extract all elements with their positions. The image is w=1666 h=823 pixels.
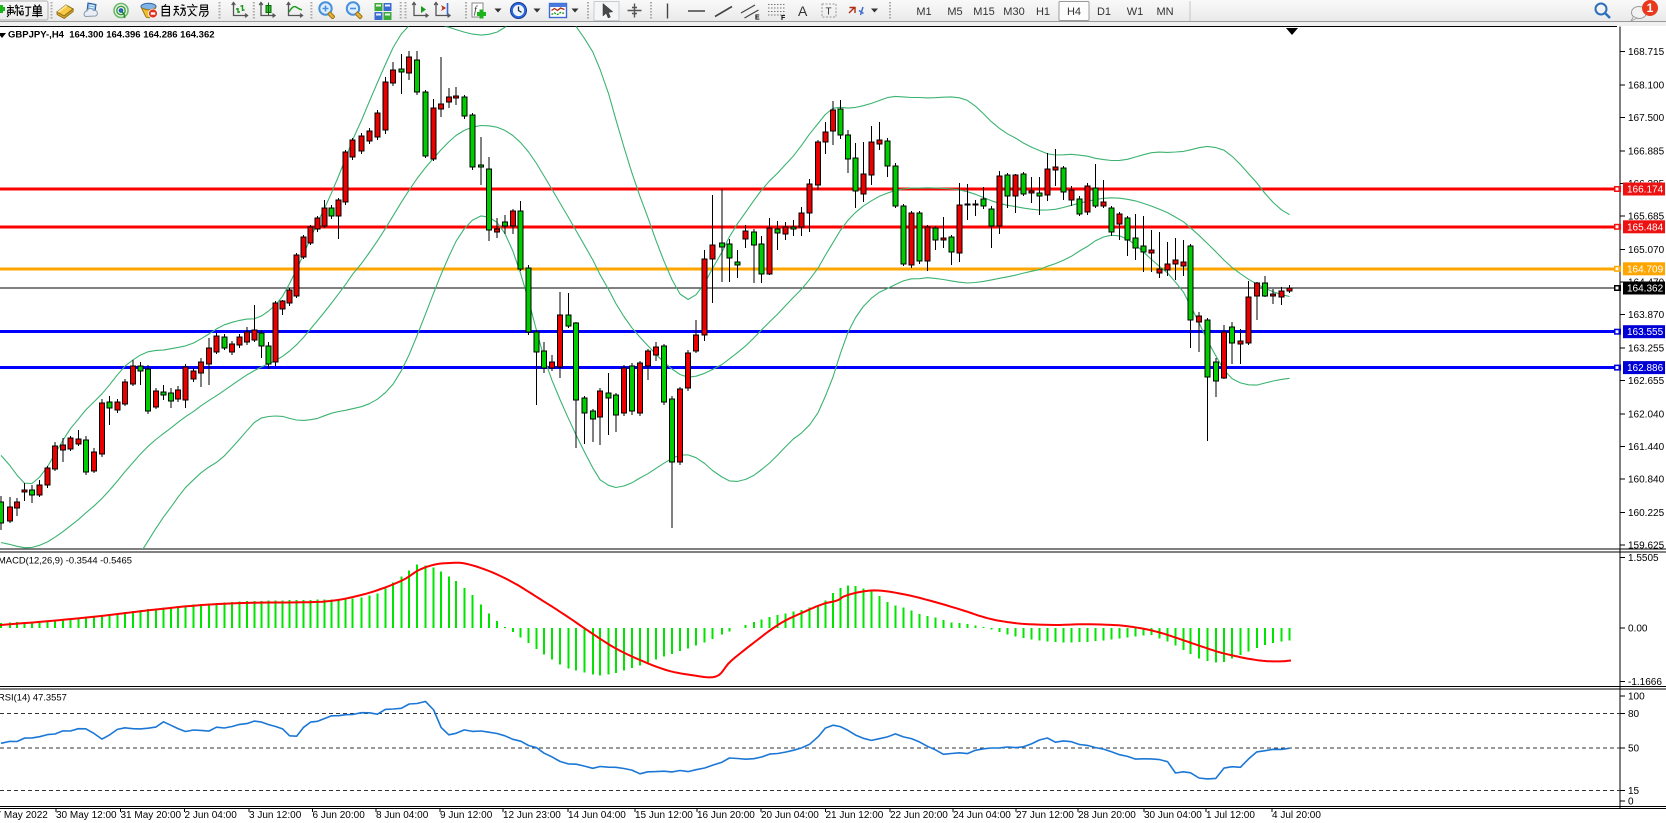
svg-text:A: A xyxy=(798,3,808,19)
svg-text:6 Jun 20:00: 6 Jun 20:00 xyxy=(313,810,366,821)
svg-text:30 May 12:00: 30 May 12:00 xyxy=(56,810,117,821)
svg-text:M15: M15 xyxy=(973,6,994,18)
svg-text:T: T xyxy=(826,7,832,18)
svg-text:160.225: 160.225 xyxy=(1628,508,1665,519)
svg-text:100: 100 xyxy=(1628,692,1645,703)
svg-text:15: 15 xyxy=(1628,786,1640,797)
svg-text:168.715: 168.715 xyxy=(1628,47,1665,58)
svg-text:165.070: 165.070 xyxy=(1628,245,1665,256)
svg-text:1 Jul 12:00: 1 Jul 12:00 xyxy=(1206,810,1255,821)
svg-text:162.886: 162.886 xyxy=(1627,363,1664,374)
svg-text:80: 80 xyxy=(1628,709,1640,720)
svg-text:f: f xyxy=(474,5,478,16)
svg-text:12 Jun 23:00: 12 Jun 23:00 xyxy=(503,810,561,821)
svg-text:20 Jun 04:00: 20 Jun 04:00 xyxy=(761,810,819,821)
svg-text:162.040: 162.040 xyxy=(1628,409,1665,420)
svg-text:21 Jun 12:00: 21 Jun 12:00 xyxy=(826,810,884,821)
svg-text:1: 1 xyxy=(1647,1,1654,15)
svg-text:15 Jun 12:00: 15 Jun 12:00 xyxy=(635,810,693,821)
svg-text:W1: W1 xyxy=(1127,6,1144,18)
svg-text:RSI(14) 47.3557: RSI(14) 47.3557 xyxy=(0,692,67,703)
svg-text:27 Jun 12:00: 27 Jun 12:00 xyxy=(1016,810,1074,821)
svg-text:14 Jun 04:00: 14 Jun 04:00 xyxy=(568,810,626,821)
svg-text:31 May 20:00: 31 May 20:00 xyxy=(121,810,182,821)
svg-text:9 Jun 12:00: 9 Jun 12:00 xyxy=(440,810,493,821)
svg-text:162.655: 162.655 xyxy=(1628,376,1665,387)
svg-text:16 Jun 20:00: 16 Jun 20:00 xyxy=(697,810,755,821)
svg-text:163.870: 163.870 xyxy=(1628,310,1665,321)
svg-text:160.840: 160.840 xyxy=(1628,475,1665,486)
svg-text:24 Jun 04:00: 24 Jun 04:00 xyxy=(953,810,1011,821)
svg-text:M1: M1 xyxy=(916,6,931,18)
svg-text:M30: M30 xyxy=(1003,6,1024,18)
svg-text:28 Jun 20:00: 28 Jun 20:00 xyxy=(1078,810,1136,821)
svg-text:166.885: 166.885 xyxy=(1628,146,1665,157)
svg-text:-1.1666: -1.1666 xyxy=(1628,677,1662,688)
svg-text:159.625: 159.625 xyxy=(1628,540,1665,551)
svg-text:164.709: 164.709 xyxy=(1627,264,1664,275)
svg-text:4 Jul 20:00: 4 Jul 20:00 xyxy=(1272,810,1321,821)
svg-text:M5: M5 xyxy=(947,6,962,18)
svg-text:E: E xyxy=(755,15,760,22)
svg-text:30 Jun 04:00: 30 Jun 04:00 xyxy=(1144,810,1202,821)
svg-text:165.685: 165.685 xyxy=(1628,211,1665,222)
svg-text:MN: MN xyxy=(1156,6,1173,18)
svg-text:0.00: 0.00 xyxy=(1628,624,1648,635)
svg-text:H4: H4 xyxy=(1067,6,1081,18)
svg-text:168.100: 168.100 xyxy=(1628,80,1665,91)
svg-text:164.362: 164.362 xyxy=(1627,284,1664,295)
svg-text:3 Jun 12:00: 3 Jun 12:00 xyxy=(249,810,302,821)
svg-text:D1: D1 xyxy=(1097,6,1111,18)
svg-text:167.500: 167.500 xyxy=(1628,113,1665,124)
svg-text:1.5505: 1.5505 xyxy=(1628,553,1659,564)
svg-text:8 Jun 04:00: 8 Jun 04:00 xyxy=(376,810,429,821)
svg-text:163.255: 163.255 xyxy=(1628,343,1665,354)
svg-text:2 Jun 04:00: 2 Jun 04:00 xyxy=(185,810,238,821)
svg-text:F: F xyxy=(781,15,786,22)
svg-text:GBPJPY-,H4 164.300 164.396 16: GBPJPY-,H4 164.300 164.396 164.286 164.3… xyxy=(8,30,215,41)
svg-text:50: 50 xyxy=(1628,744,1640,755)
svg-text:H1: H1 xyxy=(1036,6,1050,18)
svg-text:161.440: 161.440 xyxy=(1628,442,1665,453)
svg-text:166.174: 166.174 xyxy=(1627,185,1664,196)
svg-text:22 Jun 20:00: 22 Jun 20:00 xyxy=(890,810,948,821)
svg-text:165.484: 165.484 xyxy=(1627,222,1664,233)
svg-text:163.555: 163.555 xyxy=(1627,327,1664,338)
svg-text:0: 0 xyxy=(1628,797,1634,808)
svg-text:MACD(12,26,9) -0.3544 -0.5465: MACD(12,26,9) -0.3544 -0.5465 xyxy=(0,555,132,566)
svg-text:27 May 2022: 27 May 2022 xyxy=(0,810,48,821)
